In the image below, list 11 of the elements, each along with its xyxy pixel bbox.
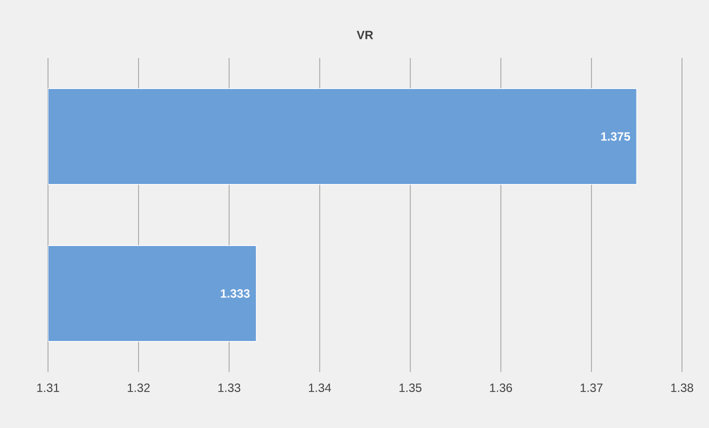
x-tick-label: 1.32 bbox=[128, 384, 150, 392]
x-tick-label: 1.34 bbox=[308, 384, 332, 392]
x-tick-label: 1.37 bbox=[580, 384, 602, 392]
x-tick-label: 1.35 bbox=[400, 384, 422, 392]
data-label: 1.375 bbox=[601, 132, 630, 141]
x-tick-label: 1.31 bbox=[37, 384, 60, 392]
x-tick-label: 1.38 bbox=[671, 384, 694, 392]
chart-title: VR bbox=[356, 30, 374, 40]
data-label: 1.333 bbox=[220, 289, 250, 298]
x-tick-label: 1.36 bbox=[490, 384, 512, 392]
x-tick-label: 1.33 bbox=[218, 384, 240, 392]
